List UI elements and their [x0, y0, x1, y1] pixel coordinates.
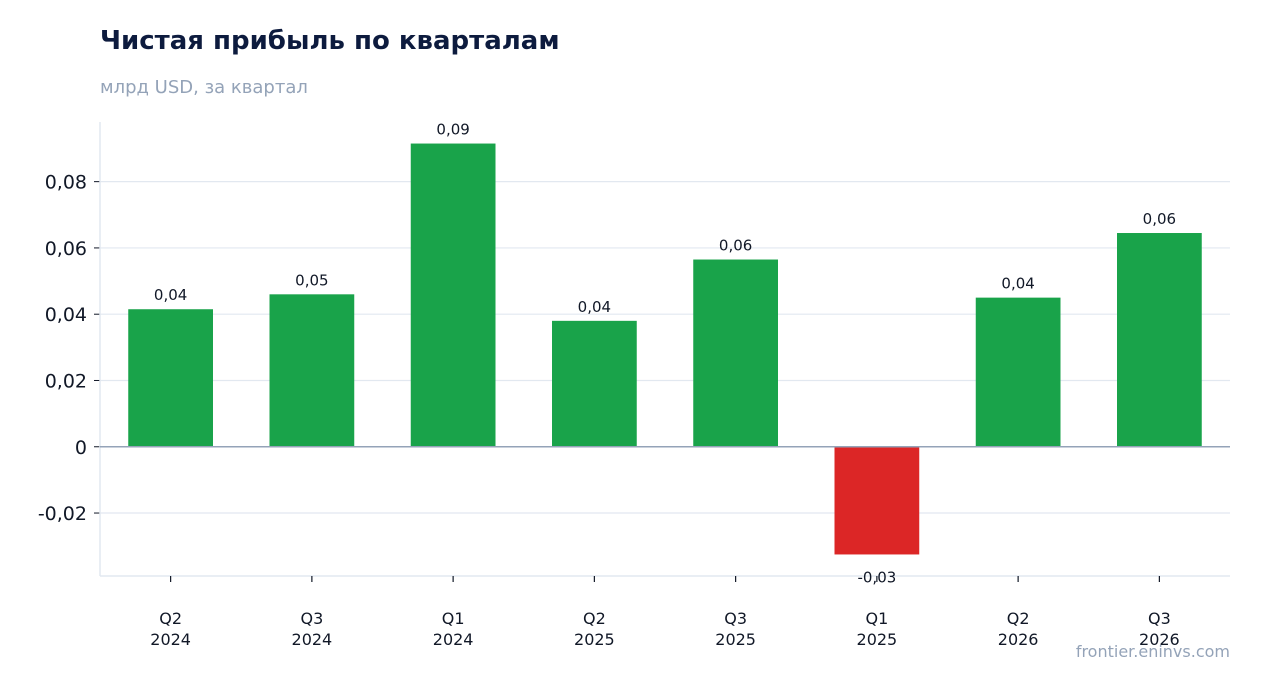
- bar: [128, 309, 213, 447]
- chart-title: Чистая прибыль по кварталам: [100, 26, 560, 56]
- watermark: frontier.eninvs.com: [1075, 642, 1230, 661]
- data-label: 0,06: [1143, 210, 1176, 228]
- data-label: 0,06: [719, 237, 752, 255]
- x-tick-label: Q3 2024: [292, 609, 333, 649]
- axes: [94, 122, 1230, 582]
- data-label: 0,04: [154, 286, 187, 304]
- y-tick-label: 0,02: [45, 370, 87, 392]
- bar: [834, 446, 920, 555]
- bar: [1117, 233, 1202, 447]
- data-label: -0,03: [857, 568, 896, 586]
- bar: [269, 294, 355, 447]
- y-tick-label: 0,04: [45, 304, 87, 326]
- bar: [975, 297, 1061, 447]
- x-tick-label: Q1 2025: [857, 609, 898, 649]
- bars: [128, 143, 1202, 555]
- bar: [410, 143, 496, 447]
- x-tick-label: Q3 2025: [715, 609, 756, 649]
- x-tick-label: Q2 2025: [574, 609, 615, 649]
- bar: [552, 320, 637, 447]
- y-tick-label: 0,08: [45, 172, 87, 194]
- x-tick-label: Q2 2024: [150, 609, 191, 649]
- bar: [693, 259, 778, 447]
- labels: -0,02 0 0,02 0,04 0,06 0,08 0,04 Q2 2024 0,05 Q3 20…: [38, 121, 1180, 649]
- data-label: 0,09: [436, 121, 469, 139]
- y-tick-label: -0,02: [38, 503, 87, 525]
- data-label: 0,04: [1001, 275, 1034, 293]
- y-tick-label: 0: [75, 437, 87, 459]
- y-tick-label: 0,06: [45, 238, 87, 260]
- data-label: 0,04: [578, 298, 611, 316]
- x-tick-label: Q3 2026: [1139, 609, 1180, 649]
- chart-subtitle: млрд USD, за квартал: [100, 77, 308, 98]
- x-tick-label: Q2 2026: [998, 609, 1039, 649]
- x-tick-label: Q1 2024: [433, 609, 474, 649]
- data-label: 0,05: [295, 271, 328, 289]
